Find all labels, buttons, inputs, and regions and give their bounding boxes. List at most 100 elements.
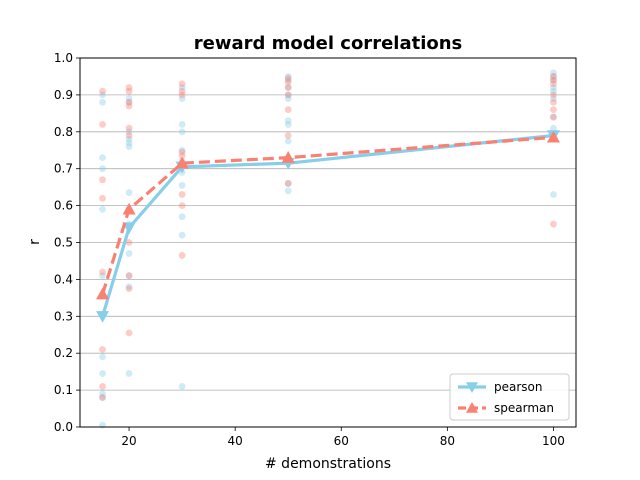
- pearson-scatter-point: [550, 87, 557, 95]
- spearman-scatter-point: [550, 73, 557, 80]
- pearson-scatter-point: [284, 187, 292, 195]
- spearman-scatter-point: [99, 87, 106, 95]
- pearson-scatter-point: [284, 117, 292, 125]
- pearson-scatter-point: [178, 128, 186, 136]
- x-tick-label: 40: [228, 434, 243, 448]
- spearman-scatter-point: [550, 106, 557, 114]
- pearson-scatter-point: [178, 231, 186, 239]
- y-tick-label: 0.3: [54, 309, 73, 323]
- spearman-scatter-point: [284, 106, 292, 114]
- spearman-scatter-point: [99, 121, 106, 128]
- pearson-scatter-point: [550, 69, 557, 77]
- spearman-scatter-point: [550, 113, 557, 121]
- spearman-scatter-point: [284, 84, 292, 91]
- spearman-scatter-point: [178, 91, 186, 99]
- pearson-scatter-point: [99, 272, 106, 280]
- spearman-scatter-point: [178, 191, 186, 198]
- pearson-scatter-point: [550, 73, 557, 80]
- pearson-scatter-point: [284, 73, 292, 80]
- pearson-scatter-point: [125, 143, 133, 150]
- spearman-scatter-point: [550, 91, 557, 99]
- y-tick-label: 0.9: [54, 88, 73, 102]
- spearman-scatter-point: [99, 176, 106, 184]
- spearman-scatter-point: [178, 148, 186, 156]
- pearson-scatter-point: [550, 191, 557, 198]
- spearman-marker: [175, 156, 189, 169]
- spearman-scatter-point: [284, 74, 292, 82]
- pearson-scatter-point: [284, 76, 292, 84]
- spearman-scatter-point: [178, 87, 186, 95]
- spearman-scatter-point: [125, 239, 133, 246]
- x-tick-label: 80: [440, 434, 455, 448]
- spearman-scatter-point: [125, 272, 133, 280]
- series-lines: [96, 130, 560, 323]
- y-tick-label: 0.0: [54, 420, 73, 434]
- legend-label-pearson: pearson: [494, 380, 543, 394]
- spearman-marker: [96, 287, 110, 300]
- y-tick-label: 0.8: [54, 125, 73, 139]
- spearman-scatter-point: [125, 124, 133, 132]
- x-axis-label: # demonstrations: [265, 456, 391, 472]
- pearson-scatter-point: [125, 139, 133, 147]
- x-axis-ticks: 20 40 60 80 100: [121, 427, 565, 448]
- spearman-scatter-point: [284, 91, 292, 99]
- spearman-scatter-point: [550, 98, 557, 106]
- spearman-scatter-point: [125, 84, 133, 91]
- spearman-legend-marker: [466, 402, 478, 413]
- pearson-scatter-point: [99, 353, 106, 361]
- pearson-scatter-point: [125, 189, 133, 197]
- y-tick-label: 0.5: [54, 236, 73, 250]
- spearman-marker: [546, 130, 560, 143]
- spearman-marker: [281, 151, 295, 163]
- spearman-scatter-point: [125, 329, 133, 337]
- pearson-scatter-point: [178, 383, 186, 390]
- legend-label-spearman: spearman: [494, 401, 554, 415]
- spearman-scatter-point: [550, 220, 557, 228]
- pearson-scatter-point: [284, 137, 292, 145]
- pearson-scatter-point: [284, 180, 292, 187]
- pearson-scatter-point: [125, 272, 133, 280]
- pearson-scatter-point: [284, 121, 292, 128]
- pearson-scatter-point: [99, 165, 106, 173]
- spearman-scatter-point: [178, 80, 186, 88]
- pearson-scatter-point: [125, 283, 133, 291]
- pearson-legend-marker: [466, 382, 478, 393]
- spearman-scatter-point: [125, 98, 133, 106]
- spearman-scatter-point: [550, 76, 557, 84]
- spearman-scatter-point: [178, 202, 186, 210]
- pearson-scatter-point: [284, 84, 292, 91]
- y-axis-ticks: 0.0 0.1 0.2 0.3 0.4 0.5 0.6 0.7 0.8 0.9 1.0: [54, 51, 80, 434]
- spearman-scatter-point: [178, 152, 186, 160]
- pearson-scatter-point: [284, 91, 292, 99]
- spearman-scatter-point: [125, 102, 133, 110]
- pearson-scatter-point: [284, 95, 292, 102]
- spearman-scatter-point: [99, 394, 106, 401]
- spearman-scatter-point: [99, 194, 106, 202]
- pearson-scatter-point: [125, 98, 133, 106]
- pearson-scatter-point: [99, 154, 106, 162]
- pearson-scatter-point: [99, 91, 106, 99]
- pearson-marker: [122, 222, 136, 235]
- y-tick-label: 0.4: [54, 272, 73, 286]
- pearson-scatter-point: [550, 113, 557, 121]
- pearson-scatter-point: [99, 394, 106, 401]
- pearson-scatter-point: [125, 250, 133, 257]
- pearson-scatter-point: [550, 95, 557, 102]
- pearson-scatter-point: [178, 84, 186, 91]
- pearson-scatter-point: [99, 390, 106, 398]
- pearson-scatter-point: [178, 181, 186, 189]
- spearman-scatter-point: [178, 252, 186, 259]
- y-tick-label: 1.0: [54, 51, 73, 65]
- pearson-scatter-point: [178, 95, 186, 102]
- y-tick-label: 0.1: [54, 383, 73, 397]
- x-tick-label: 20: [121, 434, 136, 448]
- pearson-scatter-point: [178, 121, 186, 128]
- pearson-scatter-point: [125, 370, 133, 377]
- legend: pearson spearman: [449, 373, 570, 421]
- pearson-scatter-point: [550, 124, 557, 132]
- spearman-scatter-point: [125, 285, 133, 293]
- y-tick-label: 0.7: [54, 162, 73, 176]
- y-axis-label: r: [27, 239, 43, 245]
- spearman-scatter-point: [284, 78, 292, 86]
- pearson-scatter-point: [125, 128, 133, 136]
